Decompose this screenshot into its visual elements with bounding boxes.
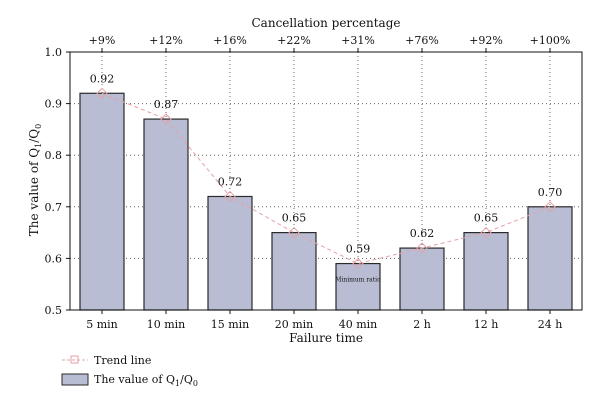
top-tick-label: +16% — [213, 34, 247, 47]
legend-bar-label: The value of Q1/Q0 — [94, 373, 198, 388]
legend: Trend line The value of Q1/Q0 — [61, 354, 198, 388]
y-axis-title: The value of Q1/Q0 — [27, 124, 43, 236]
trend-polyline — [101, 92, 551, 265]
y-tick-label: 0.7 — [45, 201, 63, 214]
top-tick-label: +31% — [341, 34, 375, 47]
x-tick-label: 12 h — [474, 318, 499, 331]
bar — [271, 232, 317, 311]
top-tick-label: +100% — [530, 34, 571, 47]
top-axis-title: Cancellation percentage — [252, 16, 401, 30]
bars — [79, 92, 573, 311]
x-tick-label: 5 min — [86, 318, 118, 331]
y-tick-label: 0.6 — [45, 252, 63, 265]
plot-border — [69, 51, 583, 311]
y-axis-title-text: The value of Q — [27, 148, 41, 237]
y-tick-label: 1.0 — [45, 46, 63, 59]
value-label: 0.72 — [218, 175, 243, 188]
value-label: 0.92 — [90, 72, 115, 85]
value-label: 0.65 — [474, 212, 499, 225]
legend-bar-sub1: 1 — [175, 379, 180, 388]
bar — [399, 247, 445, 311]
legend-bar-sub0: 0 — [193, 379, 198, 388]
x-tick-label: 20 min — [275, 318, 314, 331]
x-tick-label: 24 h — [538, 318, 563, 331]
plot-frame — [66, 48, 583, 314]
trend-marker — [416, 242, 428, 254]
x-tick-label: 10 min — [147, 318, 186, 331]
y-axis-title-sub1: 1 — [34, 143, 43, 148]
legend-bar-slash: /Q — [180, 373, 193, 386]
trend-marker — [480, 226, 492, 239]
y-tick-label: 0.5 — [45, 304, 63, 317]
y-tick-label: 0.8 — [45, 149, 63, 162]
legend-bar-swatch — [61, 373, 89, 386]
legend-trend-label: Trend line — [94, 354, 151, 367]
top-tick-label: +12% — [149, 34, 183, 47]
minimum-ratio-annotation: Minimum ratio — [335, 277, 381, 284]
x-axis-title: Failure time — [289, 331, 363, 345]
x-tick-label: 15 min — [211, 318, 250, 331]
bar — [463, 232, 509, 311]
trend-marker — [288, 226, 300, 239]
trend-marker — [160, 113, 172, 125]
bar — [335, 262, 381, 311]
value-label: 0.62 — [410, 227, 435, 240]
trend-line — [96, 87, 556, 270]
y-tick-label: 0.9 — [45, 98, 63, 111]
legend-bar-label-text: The value of Q — [94, 373, 175, 386]
bar — [527, 206, 573, 311]
trend-marker — [224, 190, 236, 203]
trend-marker — [96, 87, 108, 99]
value-label: 0.87 — [154, 98, 179, 111]
bar — [79, 92, 125, 311]
top-tick-label: +22% — [277, 34, 311, 47]
x-tick-label: 40 min — [339, 318, 378, 331]
value-label: 0.70 — [538, 186, 563, 199]
labels: 0.5 0.6 0.7 0.8 0.9 1.0 5 min +9% 10 min +12% 15 m… — [45, 34, 571, 331]
x-tick-label: 2 h — [413, 318, 431, 331]
top-tick-label: +9% — [89, 34, 116, 47]
bar — [207, 195, 253, 311]
top-tick-label: +92% — [469, 34, 503, 47]
trend-marker — [352, 257, 364, 270]
trend-marker — [544, 201, 556, 213]
value-label: 0.65 — [282, 212, 307, 225]
value-label: 0.59 — [346, 243, 371, 256]
y-axis-title-slash: /Q — [27, 129, 41, 143]
legend-trend-marker — [70, 355, 79, 364]
top-tick-label: +76% — [405, 34, 439, 47]
bar — [143, 118, 189, 311]
y-axis-title-sub0: 0 — [34, 124, 43, 129]
